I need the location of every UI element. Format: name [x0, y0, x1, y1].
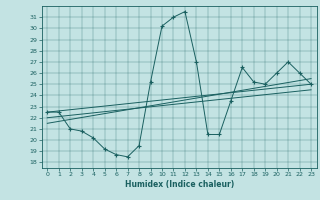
X-axis label: Humidex (Indice chaleur): Humidex (Indice chaleur): [124, 180, 234, 189]
